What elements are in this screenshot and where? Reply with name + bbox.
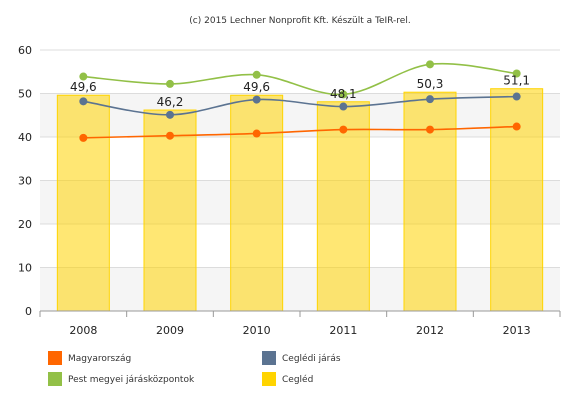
series-line [83, 95, 517, 116]
x-tick-label: 2010 [243, 324, 271, 337]
bar-data-label: 46,2 [157, 95, 184, 109]
data-point [79, 133, 88, 142]
bar [230, 94, 284, 312]
data-point [339, 102, 348, 111]
x-tick-label: 2009 [156, 324, 184, 337]
legend-swatch [262, 372, 276, 386]
series-line [83, 62, 517, 96]
legend-label: Cegléd [282, 374, 313, 385]
data-point [79, 97, 88, 106]
data-labels: 49,6 46,2 49,6 48,1 50,3 51,1 [70, 74, 530, 109]
bar [316, 101, 370, 312]
legend: Magyarország Ceglédi járás Pest megyei jár… [48, 351, 341, 386]
line-series [79, 60, 521, 142]
bar-data-label: 48,1 [330, 87, 357, 101]
data-point [252, 70, 261, 79]
data-point [166, 131, 174, 140]
data-point [426, 95, 434, 104]
y-tick-label: 0 [25, 305, 32, 318]
chart-credit: (c) 2015 Lechner Nonprofit Kft. Készült … [189, 15, 410, 26]
y-tick-label: 50 [18, 88, 32, 101]
data-point [426, 60, 434, 69]
plot-band [40, 180, 560, 224]
bar-data-label: 50,3 [417, 77, 444, 91]
data-point [426, 125, 434, 134]
x-tick-label: 2013 [503, 324, 531, 337]
series-line [83, 125, 517, 139]
data-point [512, 92, 521, 101]
x-tick-label: 2011 [329, 324, 357, 337]
y-tick-label: 10 [18, 262, 32, 275]
data-point [512, 122, 521, 131]
data-point [252, 95, 261, 104]
y-tick-label: 40 [18, 131, 32, 144]
bar-data-label: 51,1 [503, 74, 530, 88]
data-point [166, 110, 174, 119]
plot-band [40, 267, 560, 311]
data-point [339, 125, 348, 134]
y-tick-label: 60 [18, 44, 32, 57]
legend-label: Pest megyei járásközpontok [68, 375, 195, 385]
plot-band [40, 93, 560, 137]
plot-bands [40, 93, 560, 311]
data-point [252, 129, 261, 138]
y-tick-label: 30 [18, 175, 32, 188]
legend-label: Magyarország [68, 354, 131, 364]
bar [143, 109, 197, 312]
legend-label: Ceglédi járás [282, 353, 341, 364]
legend-swatch [48, 351, 62, 365]
data-point [339, 90, 348, 99]
data-point [166, 79, 174, 88]
axes: 0 10 20 30 40 50 60 2008 2009 2010 2011 2012 2013 [18, 44, 561, 337]
data-point [79, 72, 88, 81]
bar-data-label: 49,6 [243, 80, 270, 94]
data-point [512, 69, 521, 78]
legend-swatch [48, 372, 62, 386]
bar [56, 94, 110, 312]
bar-data-label: 49,6 [70, 80, 97, 94]
bar [490, 88, 544, 312]
x-tick-label: 2012 [416, 324, 444, 337]
x-tick-label: 2008 [69, 324, 97, 337]
bar [403, 91, 457, 312]
y-tick-label: 20 [18, 218, 32, 231]
legend-swatch [262, 351, 276, 365]
bar-series [56, 88, 544, 312]
